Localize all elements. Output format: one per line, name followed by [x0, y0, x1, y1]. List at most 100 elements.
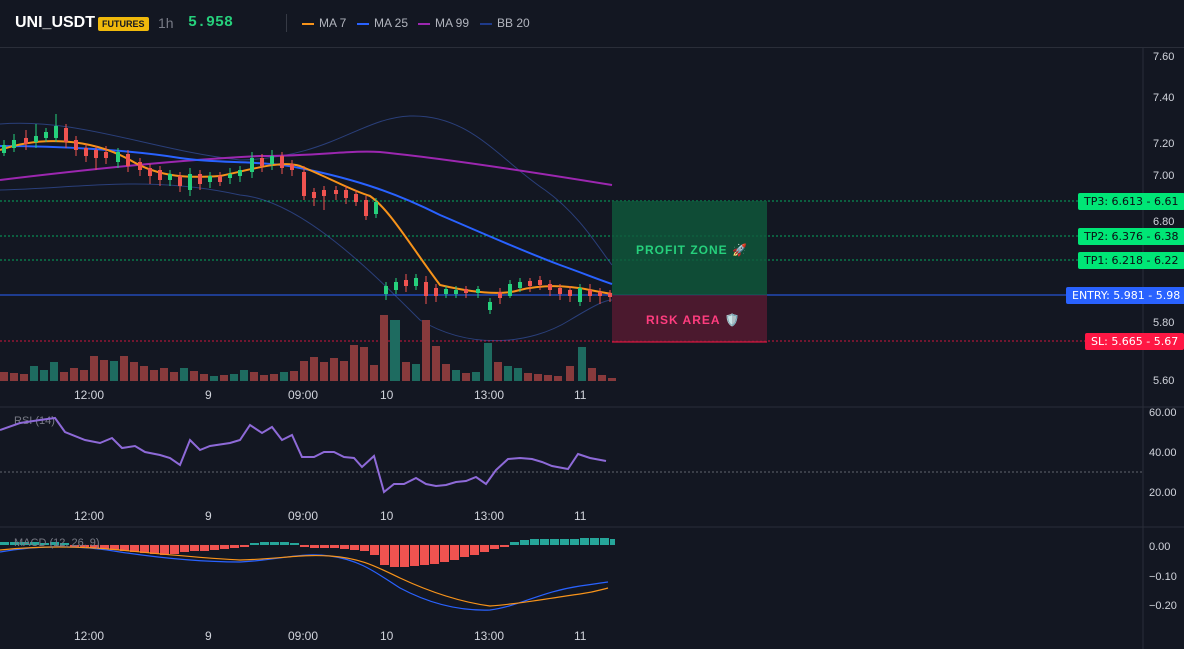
candle-body — [2, 145, 6, 153]
macd-histogram — [0, 538, 615, 567]
macd-line — [0, 546, 609, 611]
macd-bar — [210, 545, 219, 550]
ma7-line — [0, 140, 613, 295]
candle-body — [218, 176, 222, 182]
macd-bar — [340, 545, 349, 549]
time-tick: 9 — [205, 388, 212, 402]
macd-bar — [110, 545, 119, 550]
legend-ma25[interactable]: MA 25 — [357, 16, 408, 30]
macd-bar — [90, 545, 99, 548]
volume-bar — [110, 361, 118, 381]
price-tick: 7.60 — [1153, 51, 1174, 63]
macd-bar — [80, 545, 89, 547]
candle-body — [548, 284, 552, 290]
rsi-axis[interactable]: 60.00 40.00 20.00 — [1149, 407, 1177, 499]
time-tick: 13:00 — [474, 509, 504, 523]
candle-body — [116, 152, 120, 162]
macd-axis[interactable]: 0.00 −0.10 −0.20 — [1149, 541, 1177, 612]
tp3-label[interactable]: TP3: 6.613 - 6.61 — [1078, 193, 1184, 210]
candle-body — [476, 289, 480, 293]
macd-bar — [380, 545, 389, 565]
macd-bar — [510, 542, 519, 545]
candle-body — [578, 288, 582, 302]
time-tick: 11 — [574, 629, 587, 643]
candle-body — [608, 293, 612, 297]
macd-tick: −0.20 — [1149, 600, 1177, 612]
candle-body — [334, 190, 338, 194]
timeframe-label[interactable]: 1h — [158, 15, 174, 31]
volume-bar — [90, 356, 98, 381]
macd-bar — [450, 545, 459, 560]
volume-bar — [432, 346, 440, 381]
candle-body — [498, 292, 502, 298]
volume-bar — [220, 375, 228, 381]
legend-ma7[interactable]: MA 7 — [302, 16, 346, 30]
futures-badge: FUTURES — [98, 17, 149, 31]
price-tick: 7.40 — [1153, 92, 1174, 104]
candles[interactable] — [312, 186, 612, 314]
macd-bar — [430, 545, 439, 564]
macd-bar — [250, 543, 259, 545]
legend-swatch — [480, 22, 492, 25]
time-axis-main[interactable]: 12:00 9 09:00 10 13:00 11 — [74, 388, 587, 402]
macd-bar — [260, 542, 269, 545]
macd-bar — [390, 545, 399, 567]
candle-body — [528, 281, 532, 286]
time-tick: 13:00 — [474, 388, 504, 402]
tp2-label[interactable]: TP2: 6.376 - 6.38 — [1078, 228, 1184, 245]
legend-ma99[interactable]: MA 99 — [418, 16, 469, 30]
time-axis-rsi[interactable]: 12:00 9 09:00 10 13:00 11 — [74, 509, 587, 523]
legend-label: MA 7 — [319, 16, 347, 30]
time-axis-macd[interactable]: 12:00 9 09:00 10 13:00 11 — [74, 629, 587, 643]
macd-bar — [590, 538, 599, 545]
macd-bar — [580, 538, 589, 545]
macd-bar — [520, 540, 529, 545]
price-axis[interactable]: 7.60 7.40 7.20 7.00 6.80 5.80 5.60 — [1153, 51, 1174, 387]
candle-body — [12, 140, 16, 148]
candles[interactable] — [2, 114, 306, 200]
macd-signal-line — [0, 546, 609, 607]
candle-body — [302, 172, 306, 196]
volume-bar — [260, 375, 268, 381]
profit-zone — [612, 201, 767, 295]
macd-bar — [160, 545, 169, 555]
volume-bar — [462, 373, 470, 381]
legend-bb20[interactable]: BB 20 — [480, 16, 530, 30]
macd-bar — [70, 545, 79, 547]
candle-body — [354, 194, 358, 202]
macd-bar — [420, 545, 429, 565]
tp1-label[interactable]: TP1: 6.218 - 6.22 — [1078, 252, 1184, 269]
candle-body — [598, 292, 602, 296]
time-tick: 12:00 — [74, 509, 104, 523]
macd-bar — [60, 543, 69, 545]
macd-bar — [540, 539, 549, 545]
candle-body — [34, 136, 38, 142]
sl-label[interactable]: SL: 5.665 - 5.67 — [1085, 333, 1184, 350]
candle-body — [384, 286, 388, 294]
volume-bar — [340, 361, 348, 381]
candle-body — [228, 174, 232, 178]
macd-label[interactable]: MACD (12, 26, 9) — [14, 537, 100, 549]
macd-bar — [320, 545, 329, 548]
last-price: 5.958 — [188, 14, 234, 31]
candle-body — [148, 168, 152, 176]
price-tick: 5.60 — [1153, 375, 1174, 387]
macd-bar — [600, 538, 609, 545]
time-tick: 09:00 — [288, 629, 318, 643]
volume-bar — [598, 375, 606, 381]
rsi-tick: 20.00 — [1149, 487, 1177, 499]
macd-bar — [550, 539, 559, 545]
volume-bar — [350, 345, 358, 381]
volume-bar — [514, 368, 522, 381]
symbol-name[interactable]: UNI_USDT — [15, 14, 96, 31]
ma25-line — [0, 145, 613, 285]
time-tick: 10 — [380, 629, 394, 643]
price-tick: 7.20 — [1153, 138, 1174, 150]
time-tick: 11 — [574, 509, 587, 523]
volume-bar — [412, 364, 420, 381]
risk-zone — [612, 295, 767, 342]
volume-bar — [330, 358, 338, 381]
macd-bar — [560, 539, 569, 545]
entry-label[interactable]: ENTRY: 5.981 - 5.98 — [1066, 287, 1184, 304]
